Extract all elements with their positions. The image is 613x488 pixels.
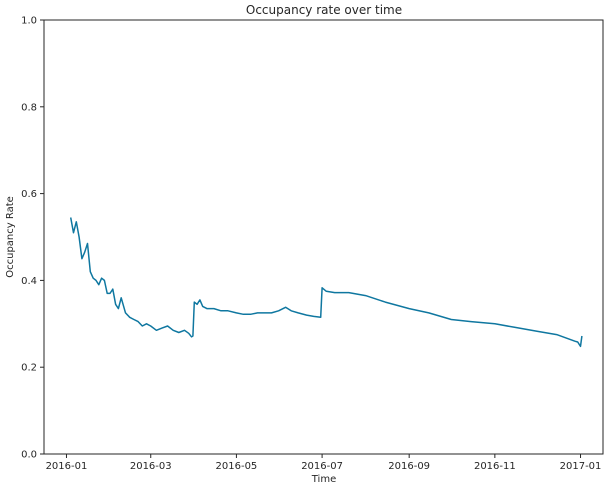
y-tick-label: 0.4 — [21, 276, 37, 287]
plot-area — [43, 19, 604, 455]
chart-title: Occupancy rate over time — [246, 3, 402, 17]
y-tick-label: 0.6 — [21, 189, 37, 200]
y-tick-label: 0.0 — [21, 450, 37, 461]
occupancy-series-line — [69, 217, 583, 348]
x-tick-label: 2016-07 — [301, 461, 343, 472]
x-tick-label: 2016-03 — [130, 461, 172, 472]
x-axis-label: Time — [311, 474, 336, 485]
y-tick-label: 0.8 — [21, 102, 37, 113]
y-tick-label: 1.0 — [21, 16, 37, 27]
y-axis: 0.0 0.2 0.4 0.6 0.8 1.0 — [21, 16, 44, 461]
series-layer — [69, 217, 583, 348]
x-tick-label: 2017-01 — [560, 461, 602, 472]
y-tick-label: 0.2 — [21, 363, 37, 374]
x-tick-label: 2016-05 — [216, 461, 258, 472]
x-axis: 2016-01 2016-03 2016-05 2016-07 2016-09 2016-… — [46, 454, 602, 472]
x-tick-label: 2016-09 — [388, 461, 430, 472]
plot-frame — [43, 19, 604, 455]
x-tick-label: 2016-01 — [46, 461, 88, 472]
x-tick-label: 2016-11 — [474, 461, 516, 472]
y-axis-label: Occupancy Rate — [5, 196, 16, 278]
